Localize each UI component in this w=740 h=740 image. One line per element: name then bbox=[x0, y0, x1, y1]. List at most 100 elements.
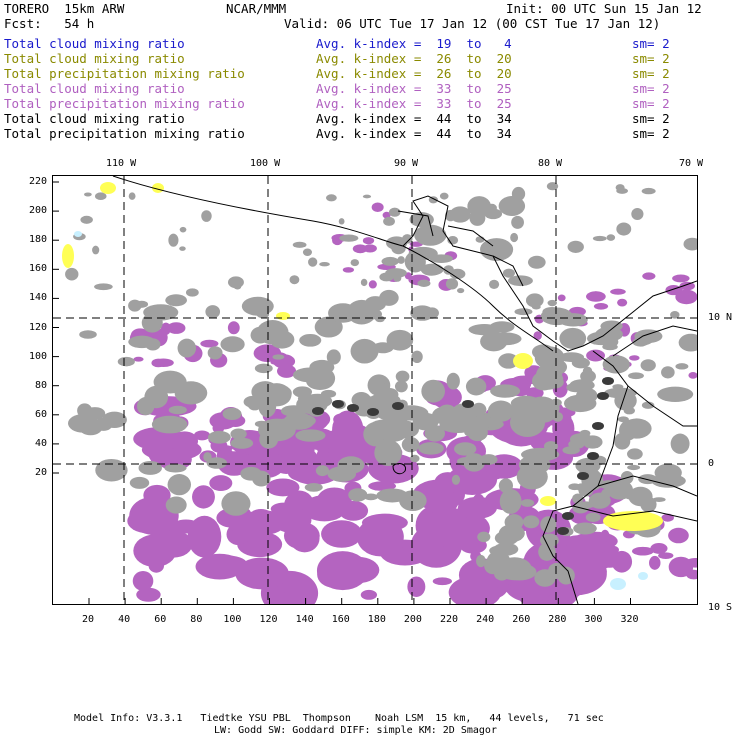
cloud-area bbox=[315, 465, 330, 477]
country-border bbox=[612, 325, 698, 357]
cloud-area bbox=[230, 428, 247, 440]
cloud-area bbox=[602, 355, 630, 374]
ice-area bbox=[638, 572, 648, 580]
cloud-area bbox=[201, 210, 212, 222]
cloud-area bbox=[179, 226, 187, 233]
cloud-area bbox=[520, 416, 545, 427]
cloud-area bbox=[306, 372, 334, 390]
cloud-area bbox=[616, 222, 632, 236]
x-tick-label: 40 bbox=[118, 614, 131, 625]
cloud-area bbox=[252, 470, 271, 487]
cloud-area bbox=[475, 554, 486, 568]
cloud-area bbox=[397, 256, 405, 264]
cloud-area bbox=[465, 377, 487, 396]
precip-area bbox=[593, 302, 609, 310]
cloud-area bbox=[410, 454, 420, 463]
cloud-area bbox=[128, 299, 142, 312]
cloud-area bbox=[254, 363, 273, 374]
cloud-area bbox=[401, 436, 420, 453]
legend-smoothing: sm= 2 bbox=[632, 111, 670, 126]
precip-area bbox=[368, 280, 377, 289]
cloud-area bbox=[499, 488, 522, 514]
precip-area bbox=[432, 577, 452, 586]
convective-core bbox=[347, 404, 359, 412]
legend-kindex-range: Avg. k-index = 19 to 4 bbox=[316, 36, 512, 51]
cloud-area bbox=[636, 334, 653, 346]
cloud-area bbox=[583, 374, 596, 381]
cloud-area bbox=[628, 372, 644, 380]
legend-smoothing: sm= 2 bbox=[632, 51, 670, 66]
precip-area bbox=[629, 355, 640, 361]
longitude-label: 80 W bbox=[538, 158, 563, 169]
cloud-area bbox=[514, 308, 533, 316]
cloud-area bbox=[456, 287, 465, 294]
cloud-area bbox=[451, 474, 461, 485]
map-canvas bbox=[53, 175, 706, 616]
physics-info-line: LW: Godd SW: Goddard DIFF: simple KM: 2D… bbox=[214, 725, 497, 736]
x-tick-label: 260 bbox=[512, 614, 531, 625]
x-tick-label: 120 bbox=[259, 614, 278, 625]
cloud-area bbox=[585, 512, 601, 522]
cloud-area bbox=[487, 400, 514, 422]
cloud-area bbox=[129, 476, 150, 489]
precip-area bbox=[228, 517, 263, 534]
cloud-area bbox=[241, 296, 274, 316]
model-title: TORERO 15km ARW bbox=[4, 1, 125, 16]
cloud-area bbox=[661, 366, 675, 379]
cloud-area bbox=[379, 272, 394, 282]
convective-core bbox=[562, 512, 574, 520]
latitude-label: 10 N bbox=[708, 312, 733, 323]
cloud-area bbox=[683, 237, 702, 251]
precip-area bbox=[192, 485, 215, 509]
convective-core bbox=[577, 472, 589, 480]
convective-core bbox=[462, 400, 474, 408]
precip-area bbox=[273, 590, 286, 600]
legend-smoothing: sm= 2 bbox=[632, 96, 670, 111]
latitude-label: 10 S bbox=[708, 602, 733, 613]
precip-area bbox=[459, 537, 487, 554]
legend-smoothing: sm= 2 bbox=[632, 36, 670, 51]
cloud-area bbox=[350, 259, 360, 267]
cloud-area bbox=[418, 442, 444, 455]
cloud-area bbox=[540, 516, 557, 533]
cloud-area bbox=[623, 406, 635, 415]
cloud-area bbox=[602, 343, 618, 351]
coastline bbox=[402, 245, 554, 352]
precip-area bbox=[200, 339, 219, 348]
precip-area bbox=[600, 529, 610, 542]
cloud-area bbox=[477, 531, 491, 543]
cloud-area bbox=[259, 430, 279, 449]
cloud-area bbox=[562, 446, 580, 455]
cloud-area bbox=[628, 486, 653, 507]
legend-field-name: Total cloud mixing ratio bbox=[4, 111, 185, 126]
cloud-area bbox=[94, 192, 107, 201]
y-tick-label: 40 bbox=[34, 437, 47, 449]
x-tick-label: 320 bbox=[620, 614, 639, 625]
x-tick-label: 300 bbox=[584, 614, 603, 625]
precip-area bbox=[160, 322, 171, 335]
cloud-area bbox=[258, 394, 277, 418]
cloud-area bbox=[84, 407, 106, 420]
cloud-area bbox=[445, 278, 459, 290]
cloud-area bbox=[206, 457, 228, 469]
precip-area bbox=[136, 587, 161, 602]
cloud-area bbox=[185, 288, 199, 297]
light-precip-area bbox=[513, 353, 533, 369]
cloud-area bbox=[641, 401, 655, 409]
precip-area bbox=[407, 576, 426, 597]
coastline bbox=[112, 175, 698, 352]
legend-kindex-range: Avg. k-index = 26 to 20 bbox=[316, 51, 512, 66]
cloud-area bbox=[571, 357, 590, 369]
cloud-area bbox=[572, 493, 584, 504]
cloud-area bbox=[275, 386, 292, 401]
cloud-area bbox=[540, 307, 573, 326]
forecast-map bbox=[52, 175, 706, 616]
precip-area bbox=[184, 441, 196, 455]
y-tick-label: 80 bbox=[34, 379, 47, 391]
cloud-area bbox=[388, 207, 401, 217]
cloud-area bbox=[308, 257, 318, 267]
precip-area bbox=[424, 488, 459, 515]
cloud-area bbox=[325, 194, 337, 202]
precip-area bbox=[672, 274, 690, 283]
legend-smoothing: sm= 2 bbox=[632, 126, 670, 141]
